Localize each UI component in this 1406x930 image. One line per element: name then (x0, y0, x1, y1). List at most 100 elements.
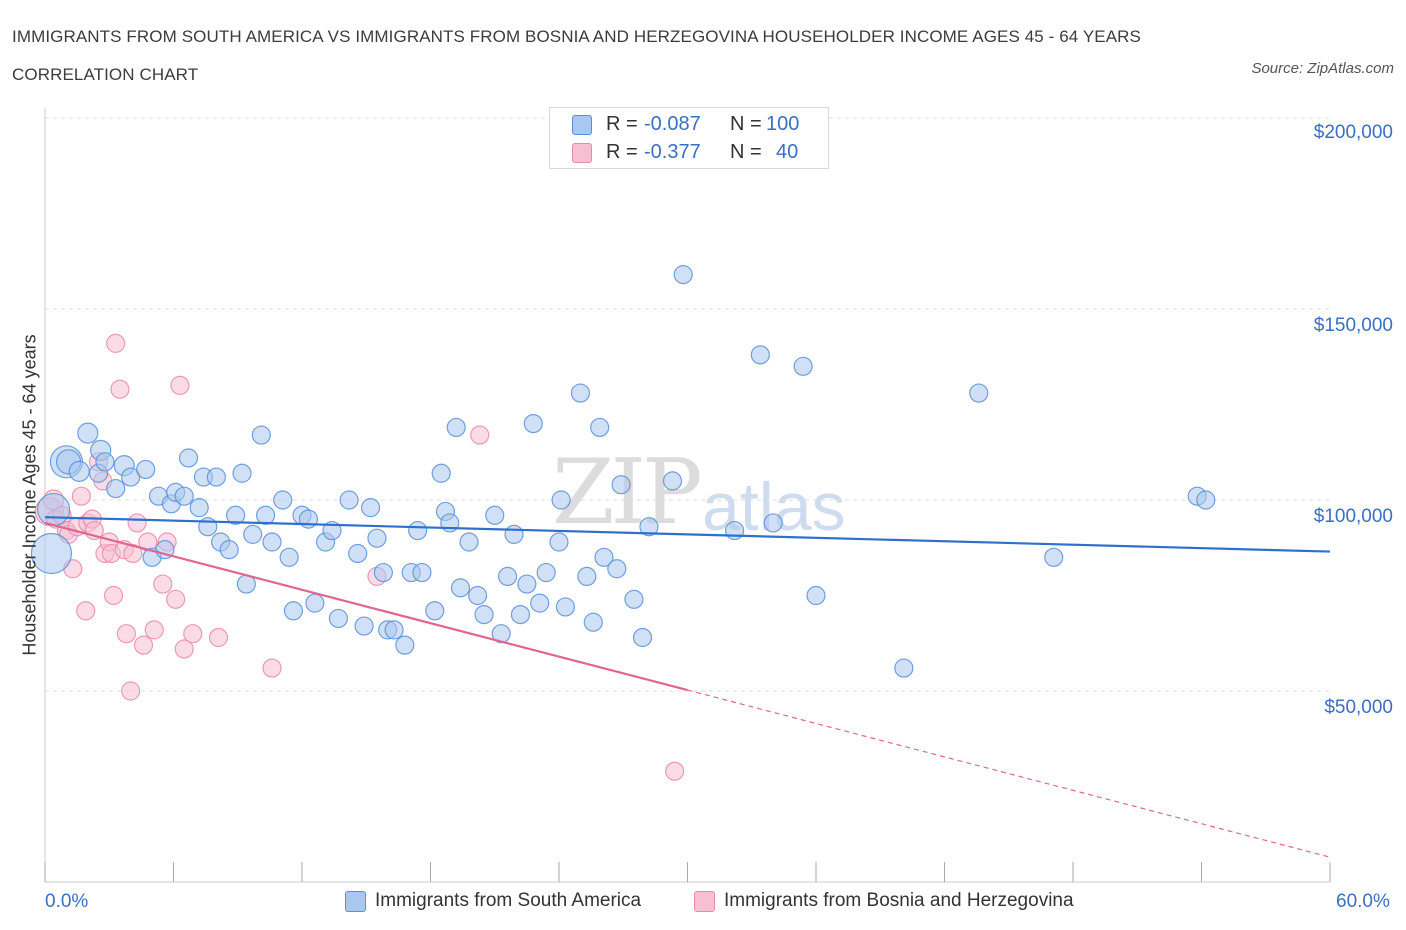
data-point (95, 452, 115, 472)
series-1-swatch (572, 115, 592, 135)
data-point (71, 486, 92, 506)
data-point (36, 492, 71, 527)
trend-line-solid (44, 521, 688, 692)
data-point (76, 601, 96, 621)
series-2-swatch (572, 143, 592, 163)
data-point (384, 620, 404, 640)
data-point (590, 417, 610, 438)
r-value: -0.377 (644, 141, 701, 163)
data-point (127, 513, 147, 533)
data-point (133, 635, 154, 655)
data-point (750, 345, 770, 365)
data-point (806, 585, 826, 606)
data-point (178, 448, 199, 468)
data-point (183, 624, 203, 644)
watermark-zip: ZIP (552, 440, 703, 545)
data-point (517, 574, 537, 594)
chart-source: Source: ZipAtlas.com (1251, 60, 1394, 77)
data-point (1196, 490, 1216, 510)
data-point (103, 585, 124, 606)
data-point (166, 589, 186, 609)
data-point (1044, 547, 1064, 567)
data-point (121, 681, 141, 701)
data-point (136, 459, 156, 480)
data-point (328, 608, 349, 629)
legend-label-bosnia: Immigrants from Bosnia and Herzegovina (724, 890, 1074, 911)
data-point (170, 375, 190, 395)
grid-lines (45, 117, 1330, 692)
data-point (459, 532, 479, 552)
data-point (632, 627, 653, 648)
data-point (551, 490, 571, 510)
y-tick-100000: $100,000 (1313, 506, 1393, 527)
data-point (555, 597, 576, 617)
n-label: N = (730, 113, 762, 135)
data-point (549, 532, 569, 552)
trend-line-dashed (687, 689, 1331, 858)
r-value: -0.087 (644, 113, 701, 135)
data-point (251, 425, 271, 445)
data-point (232, 463, 252, 483)
series-legend: Immigrants from South America Immigrants… (345, 889, 1105, 915)
data-point (662, 471, 683, 491)
data-point (639, 517, 659, 537)
legend-swatch-bosnia (694, 891, 715, 912)
data-point (408, 520, 428, 541)
data-point (305, 593, 325, 613)
data-point (412, 562, 432, 583)
data-point (446, 417, 466, 438)
data-point (121, 467, 141, 487)
data-point (30, 532, 73, 575)
data-point (273, 490, 293, 510)
data-point (116, 624, 136, 644)
data-point (373, 562, 393, 583)
data-point (536, 562, 556, 583)
data-point (354, 616, 374, 636)
data-point (624, 589, 644, 609)
x-tick-min: 0.0% (45, 891, 89, 912)
data-point (360, 498, 381, 518)
data-point (431, 463, 451, 483)
data-point (894, 658, 914, 678)
data-point (68, 460, 90, 482)
data-point (174, 639, 194, 659)
data-point (570, 383, 591, 403)
data-point (219, 540, 239, 560)
data-point (665, 761, 685, 781)
data-point (607, 559, 627, 579)
data-point (395, 635, 415, 655)
data-point (279, 547, 299, 567)
data-point (255, 505, 276, 525)
data-point (206, 467, 226, 487)
data-point (594, 547, 614, 567)
data-point (243, 524, 263, 544)
data-point (470, 425, 490, 445)
trend-lines (44, 516, 1331, 858)
y-tick-150000: $150,000 (1313, 315, 1393, 336)
trend-line-solid (44, 516, 1331, 553)
data-point (262, 658, 282, 678)
data-point (969, 383, 989, 403)
data-point (339, 490, 359, 510)
n-value: 40 (776, 141, 799, 163)
data-point (611, 475, 631, 495)
data-point (485, 505, 505, 525)
data-point (153, 574, 173, 594)
data-point (468, 585, 488, 606)
data-point (530, 593, 550, 613)
legend-label-south-america: Immigrants from South America (375, 890, 642, 911)
r-label: R = (606, 113, 638, 135)
y-tick-50000: $50,000 (1324, 697, 1393, 718)
data-point (474, 604, 494, 625)
y-tick-200000: $200,000 (1313, 122, 1393, 143)
data-point (208, 627, 229, 648)
data-point (504, 524, 524, 544)
data-point (123, 543, 143, 564)
data-point (577, 566, 597, 587)
data-point (106, 333, 126, 353)
r-label: R = (606, 141, 638, 163)
data-point (498, 566, 518, 587)
chart-title: IMMIGRANTS FROM SOUTH AMERICA VS IMMIGRA… (12, 27, 1141, 84)
data-point (583, 612, 603, 632)
